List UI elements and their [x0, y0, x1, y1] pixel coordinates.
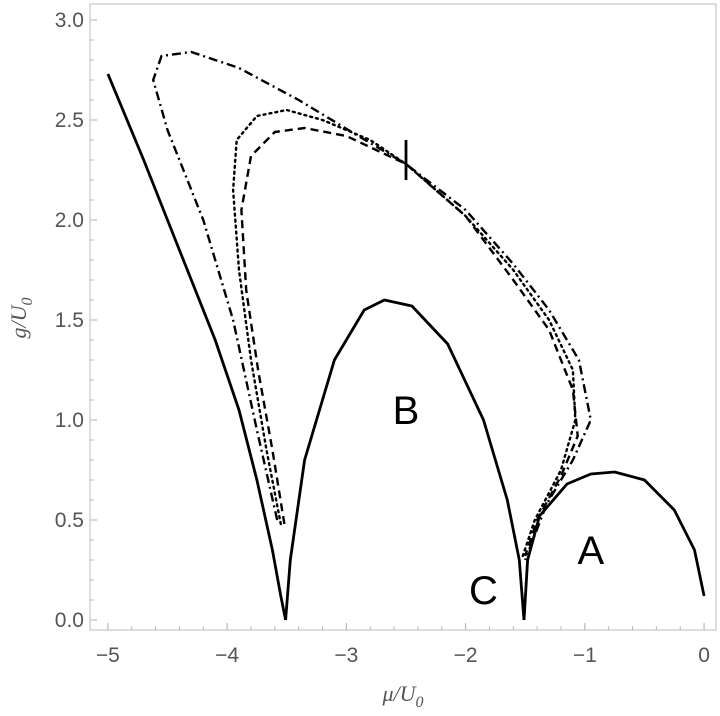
- y-tick-label: 1.5: [55, 309, 84, 332]
- y-tick-label: 3.0: [55, 9, 84, 32]
- x-tick-label: −2: [454, 644, 478, 667]
- ticks: −5 −4 −3 −2 −1 0 0.0 0.5 1.0 1.5 2.0 2.5 3.0: [55, 9, 710, 667]
- region-label-A: A: [577, 529, 604, 573]
- plot-frame: [89, 3, 717, 631]
- y-tick-label: 1.0: [55, 409, 84, 432]
- series-dashdot-6: [152, 50, 592, 561]
- x-tick-label: 0: [698, 644, 710, 667]
- region-labels: B A C: [393, 389, 605, 613]
- y-tick-label: 2.0: [55, 209, 84, 232]
- series-solid-0: [106, 73, 287, 621]
- series-dashed-4: [240, 126, 579, 557]
- y-tick-label: 0.5: [55, 509, 84, 532]
- x-tick-label: −1: [573, 644, 597, 667]
- region-label-B: B: [393, 389, 420, 433]
- y-axis-label: g/U0: [6, 298, 36, 339]
- series-dotted-5: [231, 108, 577, 558]
- x-tick-label: −4: [215, 644, 239, 667]
- series-solid-2: [522, 470, 706, 621]
- region-label-C: C: [469, 569, 498, 613]
- y-tick-label: 2.5: [55, 109, 84, 132]
- x-tick-label: −5: [96, 644, 120, 667]
- series-group: [106, 50, 706, 621]
- series-solid-1: [284, 298, 526, 621]
- x-tick-label: −3: [334, 644, 358, 667]
- y-tick-label: 0.0: [55, 609, 84, 632]
- x-axis-label: μ/U0: [381, 681, 423, 711]
